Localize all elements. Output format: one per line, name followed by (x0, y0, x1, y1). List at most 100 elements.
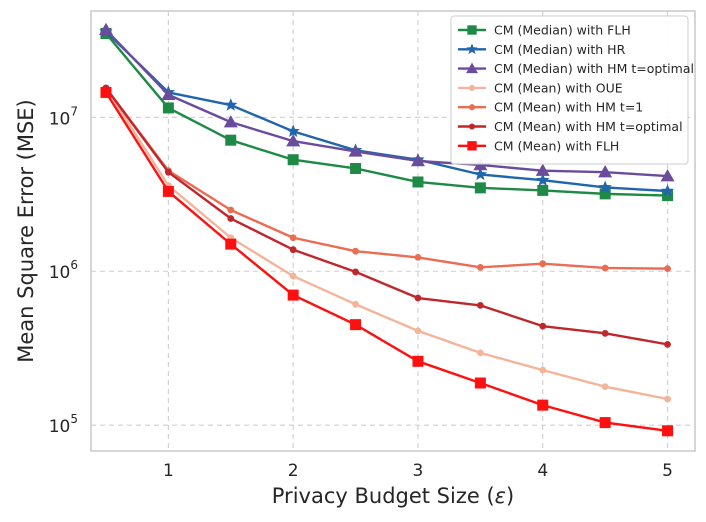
data-point-triangle (598, 165, 613, 178)
data-point-star (598, 180, 612, 194)
data-point-dot (664, 265, 671, 273)
data-point-dot (414, 253, 422, 261)
plot-frame (90, 10, 696, 452)
y-tick-label: 105 (49, 412, 78, 437)
legend-label: CM (Median) with HM t=optimal (494, 61, 694, 76)
data-point-triangle (660, 169, 675, 182)
data-point-square (287, 154, 299, 166)
data-point-square (599, 188, 611, 200)
data-point-dot (414, 294, 422, 302)
data-point-dot (601, 329, 609, 337)
y-tick-label: 106 (49, 258, 78, 283)
series-layer (98, 22, 675, 437)
series-line (104, 86, 669, 270)
legend-label: CM (Median) with HR (494, 42, 626, 57)
data-point-star (466, 43, 478, 55)
x-tick-label: 5 (662, 461, 673, 481)
data-point-dot (539, 366, 547, 374)
x-tick-label: 1 (163, 461, 174, 481)
data-point-dot (289, 272, 297, 280)
data-point-square (467, 141, 477, 151)
series-group (102, 84, 671, 348)
x-tick-label: 4 (537, 461, 548, 481)
data-point-square (474, 377, 486, 389)
x-tick-labels: 1 2 3 4 5 (163, 461, 673, 481)
data-point-square (412, 176, 424, 188)
data-point-square (537, 184, 549, 196)
series-line (104, 86, 669, 401)
legend-item: CM (Mean) with FLH (458, 138, 619, 153)
y-tick-base: 10 (49, 263, 71, 283)
data-point-dot (664, 395, 671, 403)
legend: CM (Median) with FLH CM (Median) with HR C… (450, 15, 694, 165)
y-tick-exponent: 7 (70, 104, 78, 118)
y-tick-exponent: 5 (70, 412, 78, 426)
data-point-triangle (410, 153, 425, 167)
data-point-square (162, 185, 174, 197)
data-point-triangle (535, 163, 550, 176)
series-line (104, 86, 669, 346)
data-point-dot (468, 104, 476, 111)
data-point-dot (601, 383, 609, 391)
data-point-dot (289, 246, 297, 254)
series-group (100, 27, 674, 202)
x-axis-title: Privacy Budget Size (ε) (272, 484, 514, 508)
legend-label: CM (Mean) with HM t=optimal (494, 119, 683, 134)
data-point-dot (476, 263, 484, 271)
legend-item: CM (Mean) with HM t=1 (458, 100, 643, 115)
data-point-square (225, 238, 237, 250)
data-point-star (536, 173, 550, 186)
data-point-triangle (98, 22, 113, 36)
data-point-dot (352, 300, 359, 308)
legend-item: CM (Median) with HR (458, 42, 626, 57)
legend-label: CM (Mean) with HM t=1 (494, 100, 643, 115)
data-point-triangle (223, 115, 238, 128)
y-tick-base: 10 (49, 109, 71, 129)
data-point-dot (289, 234, 297, 242)
data-point-dot (227, 206, 235, 214)
data-point-square (350, 162, 362, 174)
data-point-star (660, 184, 675, 197)
data-point-square (350, 319, 362, 331)
legend-item: CM (Median) with FLH (458, 23, 631, 38)
data-point-triangle (466, 62, 478, 74)
data-point-dot (164, 168, 172, 176)
data-point-star (224, 98, 238, 111)
data-point-triangle (161, 87, 176, 101)
data-point-dot (539, 260, 547, 268)
data-point-dot (539, 322, 547, 330)
data-point-dot (227, 215, 235, 222)
series-group (98, 22, 675, 182)
data-point-dot (664, 340, 671, 348)
x-tick-label: 3 (413, 461, 424, 481)
data-point-square (287, 289, 299, 301)
data-point-square (100, 86, 112, 98)
series-line (104, 91, 669, 432)
data-point-square (225, 134, 237, 146)
data-point-square (662, 425, 674, 437)
data-point-dot (352, 268, 359, 276)
data-point-square (662, 190, 674, 202)
data-point-square (412, 355, 424, 367)
x-tick-label: 2 (288, 461, 299, 481)
y-tick-base: 10 (49, 417, 71, 437)
data-point-square (537, 399, 549, 411)
series-line (104, 32, 669, 197)
series-line (104, 28, 669, 178)
data-point-star (286, 124, 300, 138)
data-point-dot (352, 247, 359, 255)
legend-label: CM (Mean) with OUE (494, 80, 623, 95)
data-point-star (473, 167, 488, 181)
legend-box (450, 15, 689, 165)
legend-item: CM (Mean) with OUE (458, 80, 623, 95)
data-point-square (474, 182, 486, 194)
series-group (100, 86, 674, 437)
legend-item: CM (Mean) with HM t=optimal (458, 119, 683, 134)
data-point-dot (601, 264, 609, 272)
legend-label: CM (Mean) with FLH (494, 138, 619, 153)
data-point-dot (476, 349, 484, 357)
data-point-dot (476, 301, 484, 309)
data-point-dot (468, 84, 476, 91)
